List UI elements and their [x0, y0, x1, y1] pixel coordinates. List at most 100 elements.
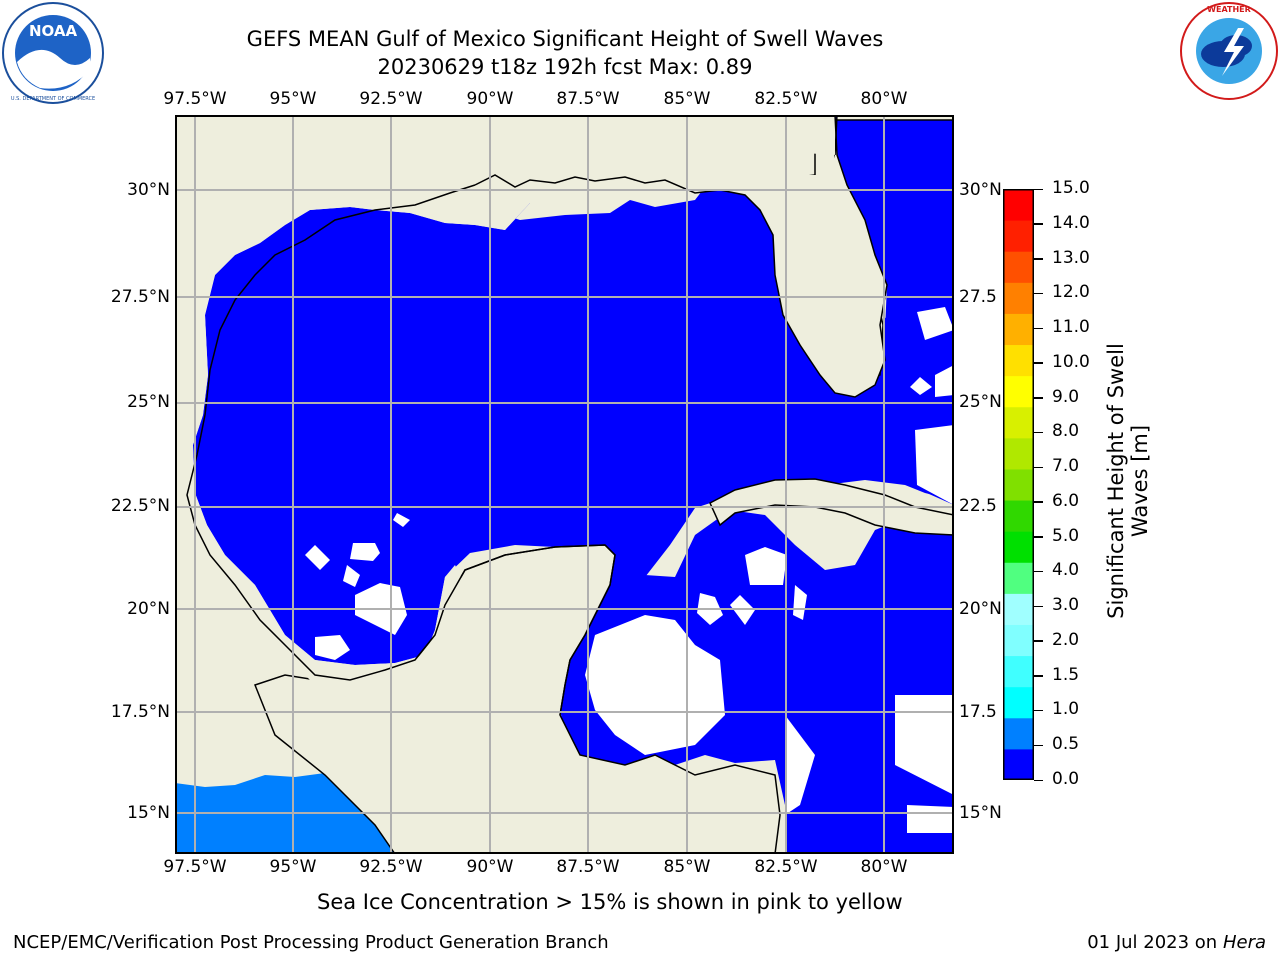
colorbar-bin	[1003, 748, 1034, 780]
map-frame	[175, 115, 954, 854]
lon-label: 80°W	[860, 857, 908, 877]
colorbar-tick-mark	[1034, 188, 1043, 190]
colorbar-tick-mark	[1034, 431, 1043, 434]
colorbar-tick-label: 2.0	[1052, 629, 1080, 650]
lon-label: 82.5°W	[754, 857, 818, 877]
gridlines	[175, 115, 954, 854]
lat-label: 15°N	[127, 803, 170, 823]
colorbar	[1003, 189, 1034, 780]
colorbar-tick-mark	[1034, 536, 1043, 538]
footer-date-text: 01 Jul 2023 on	[1087, 932, 1223, 953]
colorbar-bin	[1003, 375, 1034, 408]
footer-date: 01 Jul 2023 on Hera	[1087, 932, 1266, 953]
atlantic-swell-field	[835, 115, 954, 505]
footer-host: Hera	[1222, 932, 1266, 953]
gulf-swell-field	[193, 177, 954, 665]
colorbar-tick-mark	[1034, 292, 1043, 295]
lon-label: 87.5°W	[556, 89, 620, 109]
colorbar-frame	[1003, 189, 1034, 780]
colorbar-tick-label: 11.0	[1052, 317, 1090, 338]
colorbar-tick-mark	[1034, 466, 1043, 469]
lon-label: 95°W	[269, 857, 317, 877]
colorbar-tick-mark	[1034, 675, 1043, 677]
lon-label: 95°W	[269, 89, 317, 109]
lon-label: 92.5°W	[359, 857, 423, 877]
colorbar-title-line1: Significant Height of Swell	[1104, 343, 1128, 619]
colorbar-bin	[1003, 251, 1034, 283]
nws-logo: WEATHER	[1180, 2, 1278, 100]
colorbar-bin	[1003, 531, 1034, 563]
colorbar-tick-label: 6.0	[1052, 490, 1080, 511]
colorbar-bin	[1003, 437, 1034, 470]
lat-label: 15°N	[959, 803, 1002, 823]
lat-label: 27.5	[959, 287, 997, 307]
colorbar-tick-mark	[1034, 362, 1043, 364]
colorbar-bin	[1003, 562, 1034, 594]
colorbar-tick-mark	[1034, 640, 1043, 642]
colorbar-tick-label: 9.0	[1052, 386, 1080, 407]
colorbar-tick-mark	[1034, 605, 1043, 608]
colorbar-tick-label: 1.5	[1052, 664, 1080, 685]
no-data-areas	[175, 115, 954, 833]
lon-label: 85°W	[663, 89, 711, 109]
lat-label: 17.5°N	[110, 702, 170, 722]
colorbar-bin	[1003, 344, 1034, 377]
lat-label: 17.5	[959, 702, 997, 722]
chart-title: GEFS MEAN Gulf of Mexico Significant Hei…	[246, 27, 884, 51]
colorbar-tick-label: 14.0	[1052, 212, 1090, 233]
colorbar-bin	[1003, 717, 1034, 750]
lat-label: 30°N	[127, 180, 170, 200]
lon-label: 90°W	[466, 89, 514, 109]
colorbar-bin	[1003, 189, 1034, 221]
colorbar-tick-label: 0.0	[1052, 769, 1080, 789]
colorbar-bin	[1003, 406, 1034, 439]
lon-label: 90°W	[466, 857, 514, 877]
colorbar-bin	[1003, 500, 1034, 532]
colorbar-tick-label: 7.0	[1052, 456, 1080, 477]
lat-label: 22.5°N	[110, 496, 170, 516]
colorbar-tick-mark	[1034, 327, 1043, 330]
colorbar-tick-mark	[1034, 744, 1043, 747]
colorbar-bin	[1003, 313, 1034, 346]
sea-ice-caption: Sea Ice Concentration > 15% is shown in …	[317, 890, 903, 914]
lon-label: 87.5°W	[556, 857, 620, 877]
colorbar-tick-label: 1.0	[1052, 699, 1080, 720]
lon-label: 85°W	[663, 857, 711, 877]
colorbar-tick-mark	[1034, 258, 1043, 260]
lat-label: 20°N	[959, 599, 1002, 619]
colorbar-tick-label: 5.0	[1052, 525, 1080, 546]
lat-label: 25°N	[127, 392, 170, 412]
footer-credit: NCEP/EMC/Verification Post Processing Pr…	[13, 932, 609, 953]
lon-label: 80°W	[860, 89, 908, 109]
colorbar-title-line2: Waves [m]	[1128, 424, 1152, 538]
svg-text:WEATHER: WEATHER	[1207, 5, 1251, 14]
svg-text:U.S. DEPARTMENT OF COMMERCE: U.S. DEPARTMENT OF COMMERCE	[11, 96, 95, 102]
map-panel	[175, 115, 954, 854]
colorbar-tick-mark	[1034, 709, 1043, 712]
colorbar-tick-label: 0.5	[1052, 734, 1080, 755]
colorbar-tick-label: 12.0	[1052, 282, 1090, 303]
colorbar-tick-label: 3.0	[1052, 595, 1080, 616]
colorbar-tick-label: 15.0	[1052, 178, 1090, 198]
chart-subtitle: 20230629 t18z 192h fcst Max: 0.89	[377, 55, 753, 79]
lon-label: 82.5°W	[754, 89, 818, 109]
colorbar-tick-mark	[1034, 223, 1043, 225]
lat-label: 22.5	[959, 496, 997, 516]
colorbar-tick-mark	[1034, 501, 1043, 503]
colorbar-bin	[1003, 655, 1034, 688]
lat-label: 30°N	[959, 180, 1002, 200]
colorbar-bin	[1003, 686, 1034, 719]
noaa-logo: NOAA U.S. DEPARTMENT OF COMMERCE	[2, 2, 104, 104]
lon-label: 92.5°W	[359, 89, 423, 109]
colorbar-tick-label: 4.0	[1052, 560, 1080, 581]
colorbar-tick-label: 8.0	[1052, 421, 1080, 442]
lon-label: 97.5°W	[163, 89, 227, 109]
colorbar-bin	[1003, 282, 1034, 314]
colorbar-title: Significant Height of Swell Waves [m]	[1104, 326, 1152, 636]
lat-label: 27.5°N	[110, 287, 170, 307]
colorbar-bin	[1003, 220, 1034, 252]
colorbar-tick-label: 10.0	[1052, 351, 1090, 372]
lat-label: 25°N	[959, 392, 1002, 412]
colorbar-tick-label: 13.0	[1052, 247, 1090, 268]
colorbar-bin	[1003, 593, 1034, 625]
